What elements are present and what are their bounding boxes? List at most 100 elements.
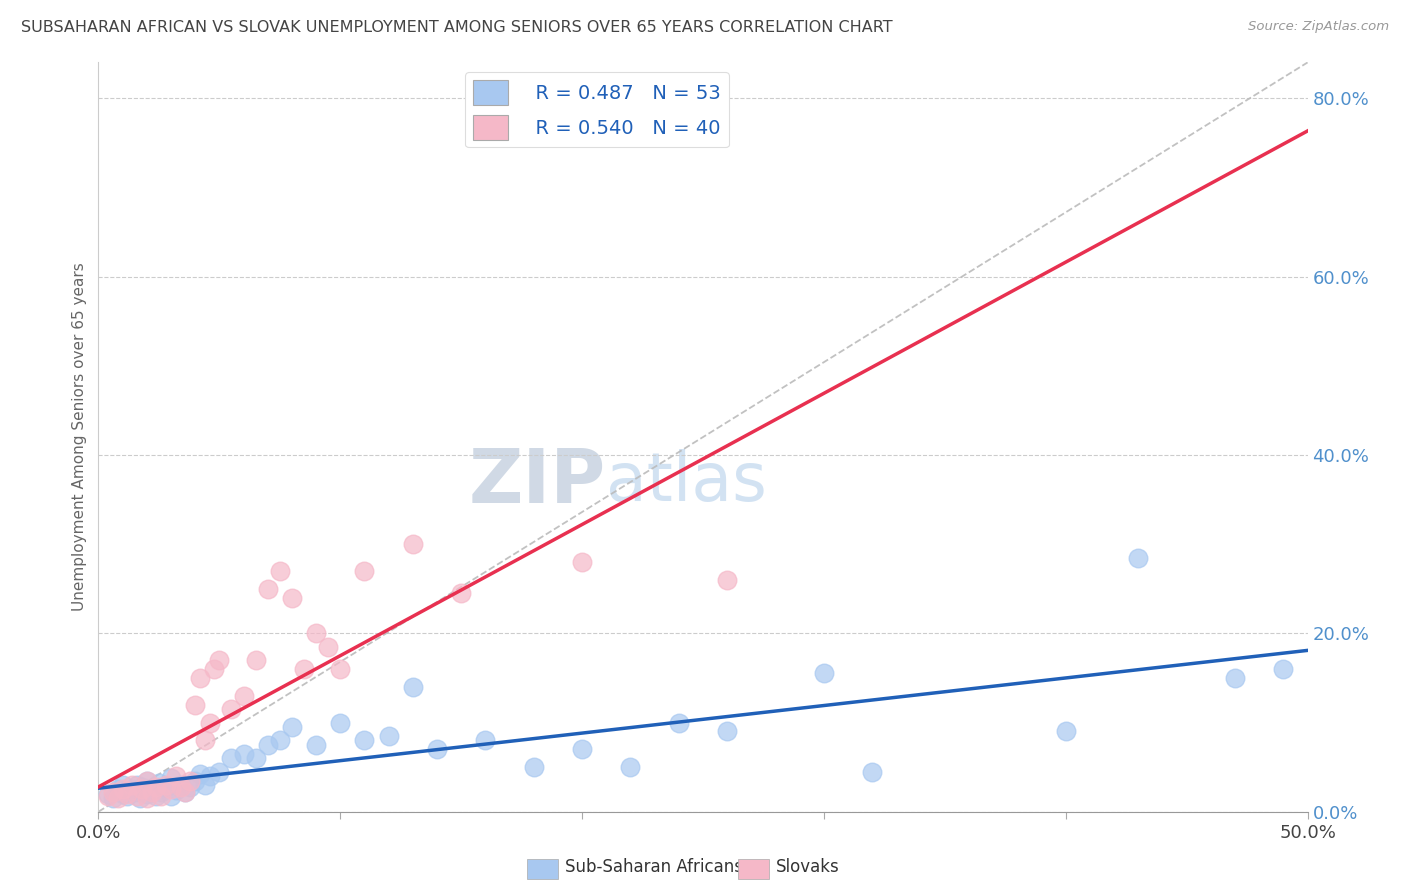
Point (353, 733, 375, 747)
Point (232, 689, 254, 703)
Point (131, 780, 153, 794)
Point (141, 785, 163, 799)
Point (1223, 671, 1246, 685)
Point (101, 785, 124, 799)
Point (160, 789, 183, 803)
Point (155, 780, 177, 794)
Point (188, 767, 211, 781)
Point (184, 698, 207, 712)
Point (101, 791, 124, 805)
Point (194, 778, 217, 792)
Point (121, 778, 143, 792)
Point (619, 760, 641, 774)
Point (1054, 724, 1077, 739)
Point (135, 791, 157, 805)
Point (716, 573, 738, 587)
Point (148, 776, 170, 790)
Point (256, 582, 278, 596)
Point (208, 653, 231, 667)
Point (329, 662, 352, 676)
Point (208, 764, 231, 779)
Text: Source: ZipAtlas.com: Source: ZipAtlas.com (1249, 20, 1389, 33)
Legend:   R = 0.487   N = 53,   R = 0.540   N = 40: R = 0.487 N = 53, R = 0.540 N = 40 (465, 72, 728, 147)
Point (198, 715, 221, 730)
Point (305, 626, 328, 640)
Point (150, 785, 173, 799)
Point (117, 789, 139, 803)
Point (245, 653, 267, 667)
Point (97, 787, 120, 801)
Point (292, 662, 315, 676)
Point (145, 789, 167, 803)
Point (194, 733, 217, 747)
Point (204, 662, 226, 676)
Point (135, 787, 157, 801)
Point (135, 773, 157, 788)
Point (402, 537, 425, 551)
Point (1272, 662, 1295, 676)
Point (221, 702, 243, 716)
Y-axis label: Unemployment Among Seniors over 65 years: Unemployment Among Seniors over 65 years (72, 263, 87, 611)
Point (245, 751, 267, 765)
Point (97, 789, 120, 803)
Point (145, 780, 167, 794)
Point (184, 773, 207, 788)
Point (131, 782, 153, 797)
Point (256, 738, 278, 752)
Point (813, 666, 835, 681)
Point (474, 733, 496, 747)
Point (523, 760, 546, 774)
Point (221, 751, 243, 765)
Point (127, 789, 149, 803)
Point (353, 564, 375, 578)
Point (111, 778, 134, 792)
Point (179, 773, 201, 788)
Point (111, 787, 134, 801)
Point (232, 747, 254, 761)
Point (169, 778, 191, 792)
Point (117, 787, 139, 801)
Point (571, 555, 593, 569)
Point (169, 780, 191, 794)
Point (188, 671, 211, 685)
Point (107, 782, 129, 797)
Point (155, 778, 177, 792)
Point (281, 720, 304, 734)
Point (269, 733, 291, 747)
Point (165, 783, 187, 797)
Point (571, 742, 593, 756)
Point (160, 782, 183, 797)
Point (716, 724, 738, 739)
Point (402, 680, 425, 694)
Point (179, 780, 201, 794)
Point (668, 715, 690, 730)
Point (111, 782, 134, 797)
Point (150, 789, 173, 803)
Point (160, 771, 183, 785)
Text: Sub-Saharan Africans: Sub-Saharan Africans (565, 858, 744, 876)
Point (124, 785, 146, 799)
Text: SUBSAHARAN AFRICAN VS SLOVAK UNEMPLOYMENT AMONG SENIORS OVER 65 YEARS CORRELATIO: SUBSAHARAN AFRICAN VS SLOVAK UNEMPLOYMEN… (21, 20, 893, 35)
Point (165, 769, 187, 783)
Text: atlas: atlas (606, 449, 768, 515)
Point (316, 640, 339, 654)
Point (174, 785, 197, 799)
Point (426, 742, 449, 756)
Point (269, 564, 291, 578)
Point (127, 778, 149, 792)
Point (1128, 550, 1150, 565)
Point (281, 591, 304, 605)
Text: Slovaks: Slovaks (776, 858, 839, 876)
Point (377, 729, 399, 743)
Point (128, 791, 150, 805)
Point (450, 586, 472, 600)
Point (135, 773, 157, 788)
Point (198, 769, 221, 783)
Point (860, 764, 883, 779)
Point (174, 785, 197, 799)
Point (121, 782, 143, 797)
Point (141, 782, 163, 797)
Text: ZIP: ZIP (470, 445, 606, 518)
Point (305, 738, 328, 752)
Point (107, 791, 129, 805)
